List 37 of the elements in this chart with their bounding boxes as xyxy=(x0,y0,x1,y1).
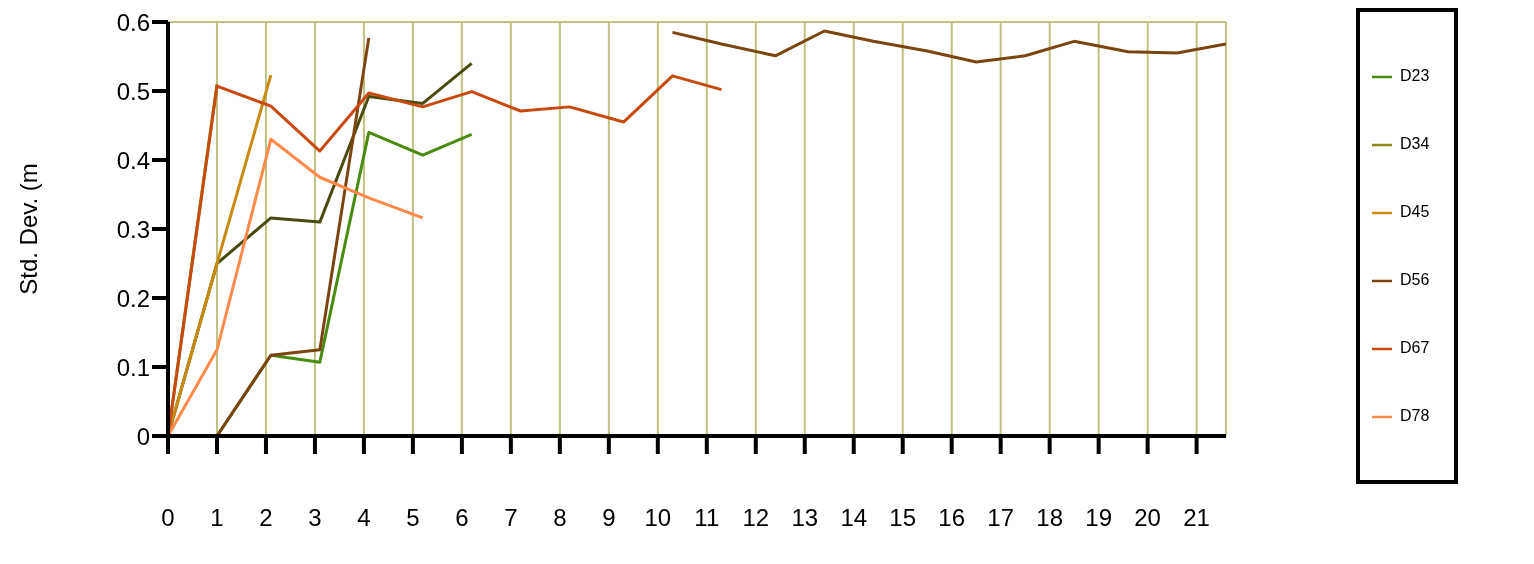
legend-label: D45 xyxy=(1400,203,1430,220)
legend-label: D34 xyxy=(1400,135,1430,152)
x-tick-label: 14 xyxy=(840,504,868,532)
y-tick-label: 0.1 xyxy=(116,353,150,381)
x-tick-label: 2 xyxy=(259,504,273,532)
x-tick-label: 9 xyxy=(602,504,616,532)
x-tick-label: 20 xyxy=(1134,504,1161,532)
x-tick-label: 18 xyxy=(1036,504,1064,532)
legend-label: D78 xyxy=(1400,407,1430,424)
x-tick-label: 15 xyxy=(889,504,917,532)
legend-label: D67 xyxy=(1400,339,1430,356)
legend-label: D23 xyxy=(1400,67,1430,84)
x-tick-label: 8 xyxy=(553,504,567,532)
y-tick-label: 0.4 xyxy=(116,146,150,174)
y-tick-label: 0.2 xyxy=(116,284,150,312)
y-tick-label: 0.3 xyxy=(116,215,150,243)
x-tick-label: 12 xyxy=(742,504,770,532)
x-tick-label: 5 xyxy=(406,504,420,532)
x-tick-label: 7 xyxy=(504,504,518,532)
x-tick-label: 6 xyxy=(455,504,469,532)
y-tick-label: 0.6 xyxy=(116,8,150,36)
x-tick-label: 1 xyxy=(210,504,224,532)
x-tick-label: 21 xyxy=(1183,504,1210,532)
y-axis-title: Std. Dev. (m xyxy=(14,163,42,295)
x-tick-label: 4 xyxy=(357,504,371,532)
x-tick-label: 17 xyxy=(987,504,1015,532)
x-tick-label: 10 xyxy=(644,504,672,532)
y-tick-label: 0.5 xyxy=(116,77,150,105)
x-tick-label: 3 xyxy=(308,504,322,532)
legend-label: D56 xyxy=(1400,271,1430,288)
line-series xyxy=(168,137,425,436)
x-tick-label: 16 xyxy=(938,504,966,532)
x-tick-label: 11 xyxy=(694,504,720,532)
x-tick-label: 13 xyxy=(791,504,819,532)
x-tick-label: 19 xyxy=(1085,504,1112,532)
x-tick-label: 0 xyxy=(161,504,175,532)
y-tick-label: 0 xyxy=(136,422,150,450)
